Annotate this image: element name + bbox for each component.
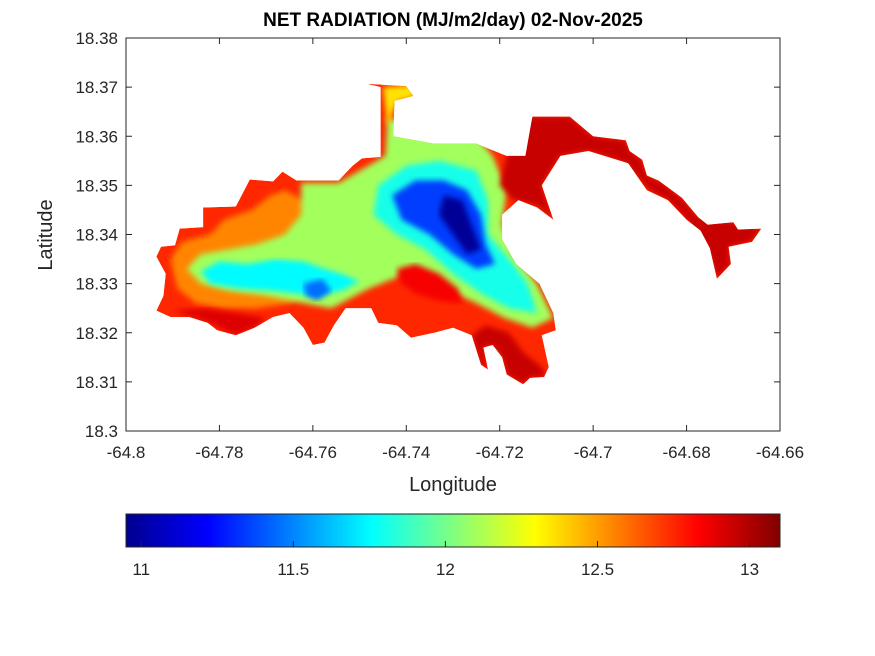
x-tick-label: -64.78 bbox=[195, 443, 243, 462]
x-tick-label: -64.7 bbox=[574, 443, 613, 462]
colorbar-tick-label: 12.5 bbox=[581, 560, 614, 579]
y-tick-label: 18.38 bbox=[75, 29, 118, 48]
y-tick-label: 18.32 bbox=[75, 324, 118, 343]
y-axis: 18.3 18.31 18.32 18.33 18.34 18.35 18.36 18.37 1… bbox=[75, 29, 780, 441]
contour-region-south-red-fringe bbox=[471, 325, 547, 385]
x-tick-label: -64.68 bbox=[662, 443, 710, 462]
contour-region-north-yellow-lobe bbox=[382, 84, 416, 127]
contour-map bbox=[156, 83, 762, 385]
contour-region-central-dark-blue-minimum bbox=[439, 195, 481, 255]
y-tick-label: 18.37 bbox=[75, 78, 118, 97]
colorbar-tick-label: 12 bbox=[436, 560, 455, 579]
contour-region-west-blue-spot bbox=[303, 278, 332, 301]
x-axis-label: Longitude bbox=[409, 474, 497, 496]
y-tick-label: 18.31 bbox=[75, 373, 118, 392]
y-axis-label: Latitude bbox=[35, 199, 57, 270]
contour-region-central-red-hotspot bbox=[396, 264, 463, 304]
colorbar-tick-label: 11 bbox=[132, 560, 150, 579]
x-tick-label: -64.74 bbox=[382, 443, 430, 462]
y-tick-label: 18.3 bbox=[85, 422, 118, 441]
x-tick-label: -64.72 bbox=[476, 443, 524, 462]
x-tick-label: -64.66 bbox=[756, 443, 804, 462]
colorbar-ticks: 11 11.5 12 12.5 13 bbox=[132, 541, 759, 579]
y-tick-label: 18.33 bbox=[75, 275, 118, 294]
x-tick-label: -64.8 bbox=[107, 443, 146, 462]
colorbar-tick-label: 13 bbox=[740, 560, 759, 579]
y-tick-label: 18.34 bbox=[75, 226, 118, 245]
colorbar-tick-label: 11.5 bbox=[277, 560, 309, 579]
y-tick-label: 18.35 bbox=[75, 176, 118, 195]
y-tick-label: 18.36 bbox=[75, 127, 118, 146]
x-axis: -64.8 -64.78 -64.76 -64.74 -64.72 -64.7 -64.68… bbox=[107, 38, 804, 462]
chart-title: NET RADIATION (MJ/m2/day) 02-Nov-2025 bbox=[263, 10, 643, 31]
contour-region-southwest-red-fringe bbox=[172, 308, 267, 336]
colorbar bbox=[125, 513, 781, 548]
x-tick-label: -64.76 bbox=[289, 443, 337, 462]
